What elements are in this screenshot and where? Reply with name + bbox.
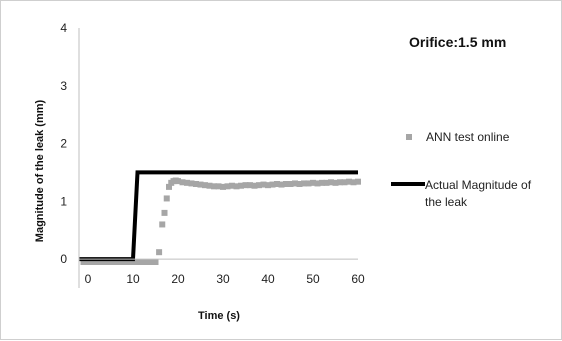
ann-test-point [310,179,316,186]
ann-test-point [193,181,199,187]
x-tick-label: 20 [171,272,185,286]
y-tick-labels: 0 1 2 3 4 [60,21,67,266]
ann-test-point [85,259,91,265]
ann-test-point [156,249,163,256]
ann-test-point [233,183,240,190]
ann-test-point [188,180,195,187]
ann-test-point [355,178,361,185]
x-tick-label: 50 [306,272,320,286]
ann-test-point [274,181,280,187]
ann-test-point [206,182,213,189]
ann-test-point [238,182,244,189]
legend-label-ann: ANN test online [426,130,510,144]
ann-test-point [116,259,123,265]
y-tick-label: 2 [60,137,67,151]
ann-test-markers [80,177,361,265]
ann-test-point [125,259,132,265]
ann-test-point [148,259,154,265]
ann-test-point [305,180,312,187]
y-axis-title: Magnitude of the leak (mm) [34,99,46,242]
ann-test-point [265,182,271,189]
ann-test-point [179,179,186,186]
ann-test-point [247,182,253,189]
ann-test-point [215,183,222,190]
ann-test-point [314,180,321,187]
ann-test-point [256,182,262,189]
ann-test-point [220,183,226,190]
x-tick-label: 40 [261,272,275,286]
ann-test-point [292,180,298,187]
ann-test-point [229,182,235,189]
ann-test-point [224,183,231,190]
ann-test-point [296,181,303,187]
ann-test-point [184,179,190,186]
ann-test-point [134,259,141,265]
ann-test-point [283,181,289,187]
ann-test-point [139,259,145,265]
ann-test-point [319,179,325,186]
ann-test-point [175,178,181,185]
chart-title: Orifice:1.5 mm [409,34,506,50]
legend-label-actual: Actual Magnitude of the leak [425,178,532,209]
ann-test-point [112,259,118,265]
ann-test-point [346,178,352,185]
ann-test-point [242,182,249,189]
y-tick-label: 0 [60,252,67,266]
ann-test-point [301,180,307,187]
ann-test-point [163,195,170,202]
ann-test-point [130,259,136,265]
ann-test-point [94,259,100,265]
x-tick-label: 60 [351,272,365,286]
ann-test-point [143,259,150,265]
x-tick-label: 10 [126,272,140,286]
ann-test-point [287,181,294,187]
x-tick-label: 0 [85,272,92,286]
ann-test-point [278,181,285,188]
legend-marker-ann [406,134,412,140]
ann-test-point [251,182,258,189]
y-tick-label: 3 [60,79,67,93]
ann-test-point [103,259,109,265]
ann-test-point [269,181,276,188]
ann-test-point [80,259,87,265]
ann-test-point [161,209,168,216]
ann-test-point [328,179,334,186]
x-tick-labels: 0 10 20 30 40 50 60 [85,272,365,286]
x-tick-label: 30 [216,272,230,286]
ann-test-point [152,259,159,265]
x-axis-title: Time (s) [198,310,240,322]
ann-test-point [337,179,343,186]
ann-test-point [121,259,127,265]
ann-test-point [332,179,339,186]
ann-test-point [211,183,217,190]
ann-test-point [260,181,267,188]
ann-test-point [341,179,348,186]
ann-test-point [202,182,208,189]
y-tick-label: 1 [60,194,67,208]
ann-test-point [197,181,204,188]
ann-test-point [350,179,357,186]
ann-test-point [323,179,330,186]
ann-test-point [98,259,105,265]
ann-test-point [166,183,172,190]
ann-test-point [159,221,166,228]
ann-test-point [107,259,114,265]
ann-test-point [89,259,96,265]
y-tick-label: 4 [60,21,67,35]
